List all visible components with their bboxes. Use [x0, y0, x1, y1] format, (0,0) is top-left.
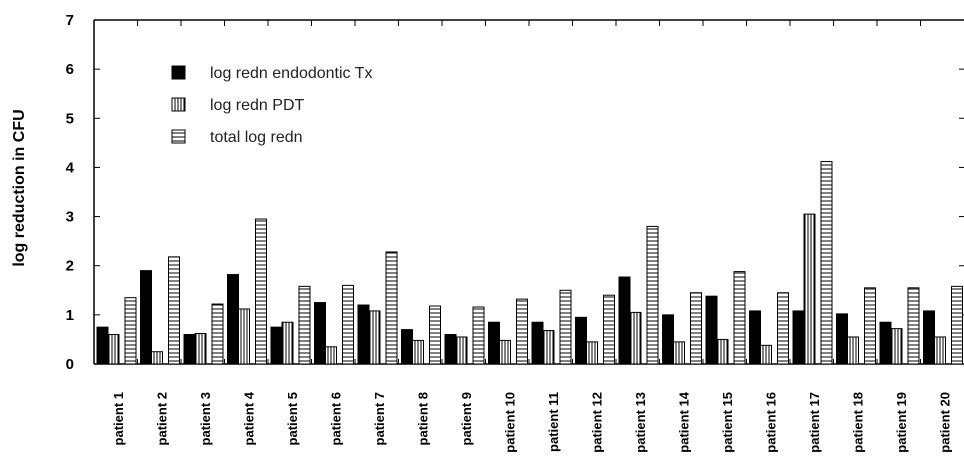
y-tick-label: 7 — [66, 12, 74, 29]
category-label: patient 15 — [720, 392, 735, 453]
bar-vertical — [760, 344, 772, 365]
legend-swatch-horizontal — [171, 129, 186, 144]
bar-solid — [662, 314, 674, 365]
y-tick-label: 0 — [66, 356, 74, 373]
y-tick-label: 5 — [66, 110, 74, 127]
category-label: patient 20 — [938, 392, 953, 453]
bar-horizontal — [255, 218, 267, 365]
category-label: patient 3 — [198, 392, 213, 445]
category-label: patient 9 — [459, 392, 474, 445]
bar-solid — [488, 321, 500, 365]
bar-vertical — [107, 334, 120, 365]
bar-vertical — [238, 308, 250, 365]
bar-solid — [575, 316, 587, 365]
bar-vertical — [673, 341, 685, 365]
bar-vertical — [716, 338, 729, 365]
bar-vertical — [368, 310, 381, 365]
bar-solid — [923, 310, 935, 365]
category-label: patient 1 — [111, 392, 126, 445]
y-tick-label: 4 — [66, 159, 75, 176]
legend-label: total log redn — [210, 129, 303, 146]
bar-horizontal — [603, 294, 615, 365]
category-label: patient 2 — [155, 392, 170, 445]
bar-horizontal — [864, 287, 876, 365]
y-tick-label: 2 — [66, 258, 74, 275]
bar-vertical — [281, 321, 294, 365]
legend-swatch-vertical — [171, 97, 186, 112]
bar-solid — [227, 274, 239, 365]
category-label: patient 8 — [416, 392, 431, 445]
legend-label: log redn endodontic Tx — [210, 65, 372, 82]
bar-vertical — [586, 341, 598, 365]
bar-horizontal — [907, 287, 920, 365]
category-label: patient 11 — [546, 392, 561, 452]
category-label: patient 6 — [329, 392, 344, 445]
bar-solid — [183, 334, 196, 365]
bar-horizontal — [820, 161, 833, 365]
bar-vertical — [934, 336, 946, 365]
bar-solid — [96, 326, 109, 365]
category-label: patient 16 — [764, 392, 779, 453]
category-label: patient 7 — [372, 392, 387, 445]
bar-horizontal — [777, 292, 789, 365]
bar-vertical — [412, 339, 424, 365]
category-label: patient 12 — [590, 392, 605, 453]
bar-solid — [314, 302, 326, 365]
bar-horizontal — [733, 271, 746, 365]
category-label: patient 10 — [503, 392, 518, 453]
y-tick-label: 1 — [66, 307, 74, 324]
bar-vertical — [194, 333, 207, 365]
bar-vertical — [325, 346, 337, 365]
bar-solid — [357, 304, 370, 365]
bar-solid — [879, 321, 892, 365]
bar-vertical — [455, 336, 468, 365]
bar-horizontal — [559, 289, 572, 365]
y-tick-label: 3 — [66, 209, 74, 226]
bar-solid — [749, 310, 761, 365]
bar-horizontal — [429, 305, 441, 365]
bar-vertical — [803, 213, 816, 365]
category-label: patient 17 — [807, 392, 822, 453]
bar-horizontal — [690, 292, 702, 365]
bar-horizontal — [385, 251, 398, 365]
bar-vertical — [847, 336, 859, 365]
bar-horizontal — [168, 256, 180, 365]
bar-horizontal — [298, 285, 311, 365]
bar-horizontal — [472, 306, 485, 365]
legend-swatch-solid — [171, 65, 186, 80]
bar-solid — [705, 295, 718, 365]
bar-vertical — [499, 339, 511, 365]
bar-solid — [792, 310, 805, 365]
bar-solid — [836, 313, 848, 365]
legend: log redn endodontic Tx log redn PDT total … — [171, 65, 372, 146]
category-label: patient 4 — [242, 391, 257, 445]
bar-horizontal — [124, 297, 137, 365]
legend-label: log redn PDT — [210, 97, 304, 114]
category-label: patient 13 — [633, 392, 648, 453]
bar-solid — [270, 326, 283, 365]
bar-solid — [531, 321, 544, 365]
bar-horizontal — [342, 284, 354, 365]
bar-solid — [618, 276, 631, 365]
bar-solid — [444, 334, 457, 365]
bar-solid — [401, 329, 413, 365]
category-label: patient 14 — [677, 391, 692, 452]
y-tick-label: 6 — [66, 61, 74, 78]
bar-horizontal — [951, 285, 963, 365]
bar-vertical — [151, 351, 163, 365]
bar-solid — [140, 270, 152, 365]
category-label: patient 19 — [894, 392, 909, 453]
category-label: patient 5 — [285, 392, 300, 445]
y-axis-title: log reduction in CFU — [11, 109, 28, 266]
bar-vertical — [629, 311, 642, 365]
bar-horizontal — [646, 225, 659, 365]
bar-horizontal — [516, 298, 528, 365]
bar-horizontal — [211, 303, 224, 365]
bar-vertical — [542, 330, 555, 365]
bar-vertical — [890, 328, 903, 365]
category-label: patient 18 — [851, 392, 866, 453]
